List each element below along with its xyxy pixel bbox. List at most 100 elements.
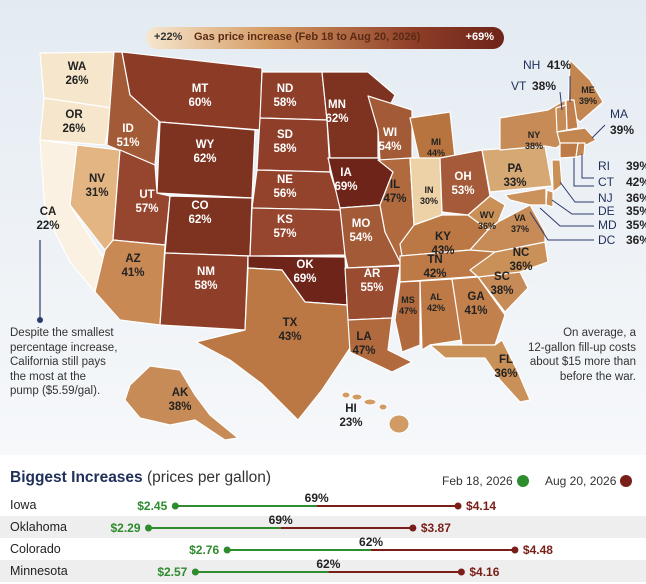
average-note-line: 12-gallon fill-up costs [527, 341, 636, 354]
state-AK[interactable] [124, 365, 239, 441]
state-abbr-label: NM [197, 266, 215, 278]
state-pct-label: 57% [135, 203, 158, 215]
state-pct-label: 26% [65, 75, 88, 87]
state-pct-label: 35% [626, 204, 646, 218]
aug-dot-icon [620, 475, 633, 487]
state-abbr-label: WA [68, 61, 87, 73]
california-note-line: percentage increase, [10, 341, 118, 354]
ma-leader-line [591, 124, 606, 139]
state-abbr-label: OR [65, 109, 83, 121]
state-KS[interactable] [249, 207, 346, 257]
state-pct-label: 69% [293, 273, 316, 285]
state-abbr-label: MI [431, 137, 441, 147]
state-pct-label: 31% [85, 187, 108, 199]
state-pct-label: 36% [509, 261, 532, 273]
state-abbr-label: HI [345, 403, 357, 415]
state-pct-label: 38% [532, 79, 556, 93]
nj-leader-line [559, 181, 594, 203]
state-CT[interactable] [559, 142, 579, 159]
state-pct-label: 35% [626, 218, 646, 232]
aug-price-dot [454, 502, 462, 510]
state-pct-label: 43% [431, 245, 454, 257]
state-abbr-label: IN [425, 185, 434, 195]
state-pct-label: 37% [511, 224, 529, 234]
state-pct-label: 41% [121, 267, 144, 279]
state-FL[interactable] [429, 339, 531, 403]
state-MN[interactable] [321, 71, 396, 159]
aug-key-label: Aug 20, 2026 [545, 474, 617, 488]
state-pct-label: 33% [503, 177, 526, 189]
feb-price-dot [191, 568, 199, 576]
pct-increase-label: 62% [316, 557, 340, 571]
state-abbr-label: NE [277, 174, 293, 186]
california-leader-dot [37, 317, 43, 323]
legend-high-label: +69% [465, 31, 494, 43]
state-VA[interactable] [469, 204, 546, 253]
state-abbr-label: MN [328, 99, 346, 111]
feb-price-dot [223, 546, 231, 554]
state-abbr-label: NY [528, 130, 541, 140]
state-OR[interactable] [39, 97, 113, 146]
state-pct-label: 41% [464, 305, 487, 317]
california-note-line: Despite the smallest [10, 327, 114, 339]
state-pct-label: 42% [427, 303, 445, 313]
state-HI[interactable] [341, 391, 410, 434]
state-pct-label: 36% [626, 233, 646, 247]
state-abbr-label: AZ [125, 253, 140, 265]
state-abbr-label: UT [139, 189, 154, 201]
pct-increase-label: 69% [305, 492, 329, 505]
state-abbr-label: OK [296, 259, 314, 271]
us-map: WA 26% OR 26% CA 22% NV 31% ID 51% MT 60% WY 62% UT 57%… [36, 51, 646, 441]
state-abbr-label: VA [514, 213, 526, 223]
state-abbr-label: AR [364, 268, 381, 280]
state-pct-label: 58% [273, 143, 296, 155]
state-TX[interactable] [195, 267, 353, 421]
state-LA[interactable] [347, 317, 413, 373]
increases-title-text: Biggest Increases [10, 469, 143, 486]
state-MA[interactable] [556, 127, 597, 146]
state-pct-label: 22% [36, 220, 59, 232]
state-RI[interactable] [575, 142, 586, 158]
state-pct-label: 44% [427, 148, 445, 158]
vt-leader-line [559, 91, 563, 111]
state-abbr-label: PA [507, 163, 522, 175]
feb-dot-icon [516, 475, 529, 487]
state-AZ[interactable] [94, 239, 166, 326]
state-pct-label: 38% [525, 141, 543, 151]
state-pct-label: 38% [168, 401, 191, 413]
state-abbr-label: VT [511, 79, 527, 93]
row-state-name: Minnesota [10, 564, 68, 578]
aug-price-dot [409, 524, 417, 532]
state-WV[interactable] [467, 195, 506, 231]
state-pct-label: 69% [334, 181, 357, 193]
state-pct-label: 62% [193, 153, 216, 165]
state-pct-label: 47% [352, 345, 375, 357]
state-pct-label: 39% [579, 96, 597, 106]
california-note-line: California still pays [10, 356, 106, 368]
state-abbr-label: MT [192, 83, 209, 95]
increases-title: Biggest Increases (prices per gallon) [10, 469, 271, 487]
state-MD[interactable] [504, 187, 547, 206]
state-pct-label: 36% [626, 191, 646, 205]
pct-increase-label: 69% [269, 513, 293, 527]
state-NJ[interactable] [551, 159, 563, 193]
state-abbr-label: FL [499, 354, 513, 366]
color-legend: +22% Gas price increase (Feb 18 to Aug 2… [146, 27, 504, 49]
state-abbr-label: OH [454, 171, 471, 183]
state-ND[interactable] [259, 71, 328, 121]
state-NH[interactable] [565, 99, 579, 131]
state-pct-label: 47% [399, 306, 417, 316]
state-GA[interactable] [451, 276, 506, 346]
state-MS[interactable] [394, 280, 421, 353]
state-pct-label: 41% [547, 58, 571, 72]
state-pct-label: 58% [194, 280, 217, 292]
state-NE[interactable] [251, 169, 343, 211]
state-abbr-label: NC [513, 247, 530, 259]
de-leader-line [551, 199, 594, 215]
aug-price-dot [457, 568, 465, 576]
state-abbr-label: IL [390, 179, 400, 191]
state-AL[interactable] [419, 278, 463, 351]
feb-price-label: $2.29 [110, 521, 140, 535]
state-DE[interactable] [545, 189, 554, 208]
state-abbr-label: ID [122, 123, 134, 135]
